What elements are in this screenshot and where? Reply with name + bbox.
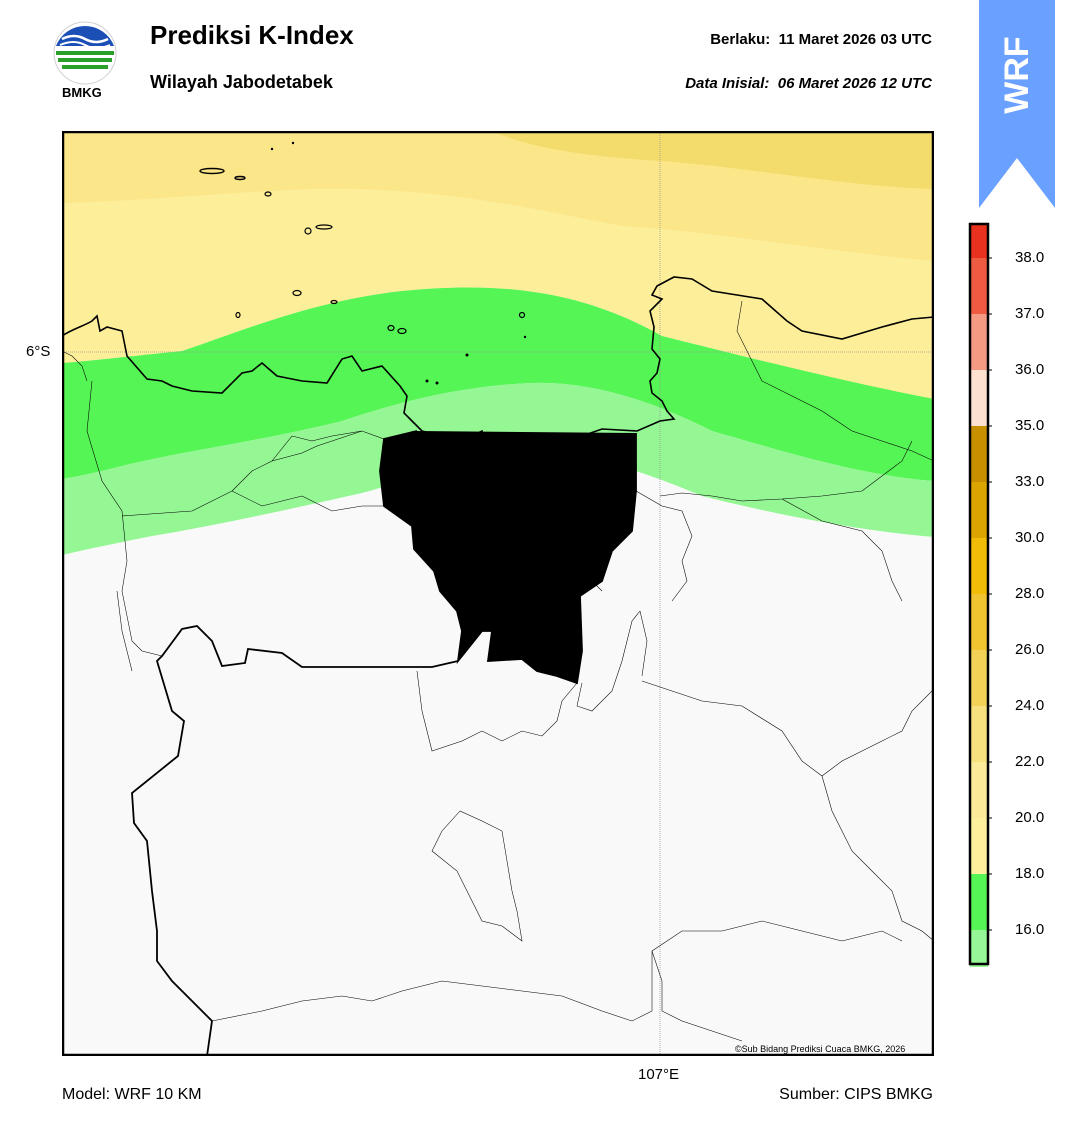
- colorbar-bin: [970, 706, 988, 762]
- wrf-badge: [979, 0, 1055, 208]
- island: [330, 299, 338, 305]
- island: [235, 311, 241, 319]
- colorbar-bin: [970, 224, 988, 258]
- island: [292, 289, 302, 297]
- colorbar-bin: [970, 874, 988, 930]
- island: [465, 353, 469, 357]
- valid-time: Berlaku: 11 Maret 2026 03 UTC: [710, 31, 932, 48]
- source-label: Sumber: CIPS BMKG: [779, 1086, 933, 1103]
- wrf-badge-label: WRF: [998, 36, 1036, 114]
- map-frame: [62, 131, 934, 1056]
- colorbar-tick-label: 26.0: [1015, 641, 1045, 658]
- colorbar-tick-label: 16.0: [1015, 921, 1045, 938]
- lon-label: 107°E: [638, 1066, 680, 1083]
- kindex-band-green-light: [62, 382, 934, 555]
- colorbar-bin: [970, 650, 988, 706]
- colorbar-tick-label: 38.0: [1015, 249, 1045, 266]
- island: [199, 167, 225, 175]
- island: [435, 381, 439, 385]
- colorbar-tick-label: 28.0: [1015, 585, 1045, 602]
- regency-border-nw: [62, 350, 88, 382]
- province-border-west: [131, 625, 459, 1056]
- colorbar-tick-label: 36.0: [1015, 361, 1045, 378]
- regency-borders: [86, 380, 934, 1042]
- lat-label: 6°S: [26, 343, 51, 360]
- kindex-band-green-dark: [62, 287, 934, 481]
- kindex-band-top: [492, 131, 934, 189]
- colorbar-bin: [970, 762, 988, 818]
- island: [304, 227, 312, 235]
- colorbar-bin: [970, 930, 988, 967]
- island: [397, 327, 407, 335]
- colorbar-bin: [970, 370, 988, 426]
- island: [234, 175, 246, 181]
- island: [264, 191, 272, 197]
- island: [425, 379, 429, 383]
- wrf-badge-label-wrap: WRF: [979, 0, 1055, 150]
- colorbar-bin: [970, 538, 988, 594]
- colorbar-tick-label: 30.0: [1015, 529, 1045, 546]
- colorbar-tick-label: 35.0: [1015, 417, 1045, 434]
- colorbar-bin: [970, 258, 988, 314]
- colorbar-tick-label: 20.0: [1015, 809, 1045, 826]
- colorbar-bin: [970, 482, 988, 538]
- valid-label: Berlaku:: [710, 31, 771, 48]
- init-time: Data Inisial: 06 Maret 2026 12 UTC: [685, 75, 932, 92]
- island: [315, 224, 333, 230]
- colorbar-tick-label: 37.0: [1015, 305, 1045, 322]
- credit-text: ©Sub Bidang Prediksi Cuaca BMKG, 2026: [735, 1044, 906, 1054]
- island: [387, 324, 395, 332]
- regency-border-east: [736, 300, 934, 462]
- k-index-map: [62, 131, 934, 1056]
- model-label: Model: WRF 10 KM: [62, 1086, 202, 1103]
- chart-title: Prediksi K-Index: [150, 20, 354, 50]
- bmkg-logo-icon: [53, 21, 117, 85]
- island: [270, 147, 274, 151]
- region-subtitle: Wilayah Jabodetabek: [150, 72, 333, 92]
- valid-value: 11 Maret 2026 03 UTC: [778, 31, 932, 48]
- colorbar-tick-label: 18.0: [1015, 865, 1045, 882]
- colorbar-bin: [970, 426, 988, 482]
- logo-text: BMKG: [62, 85, 102, 100]
- init-label: Data Inisial:: [685, 75, 770, 92]
- init-value: 06 Maret 2026 12 UTC: [777, 75, 932, 92]
- province-border: [380, 431, 636, 683]
- colorbar-tick-label: 22.0: [1015, 753, 1045, 770]
- colorbar: [968, 222, 992, 967]
- colorbar-bin: [970, 818, 988, 874]
- island: [291, 141, 295, 145]
- island: [518, 311, 526, 319]
- colorbar-tick-label: 24.0: [1015, 697, 1045, 714]
- colorbar-bin: [970, 314, 988, 370]
- island: [523, 335, 527, 339]
- colorbar-tick-label: 33.0: [1015, 473, 1045, 490]
- colorbar-bin: [970, 594, 988, 650]
